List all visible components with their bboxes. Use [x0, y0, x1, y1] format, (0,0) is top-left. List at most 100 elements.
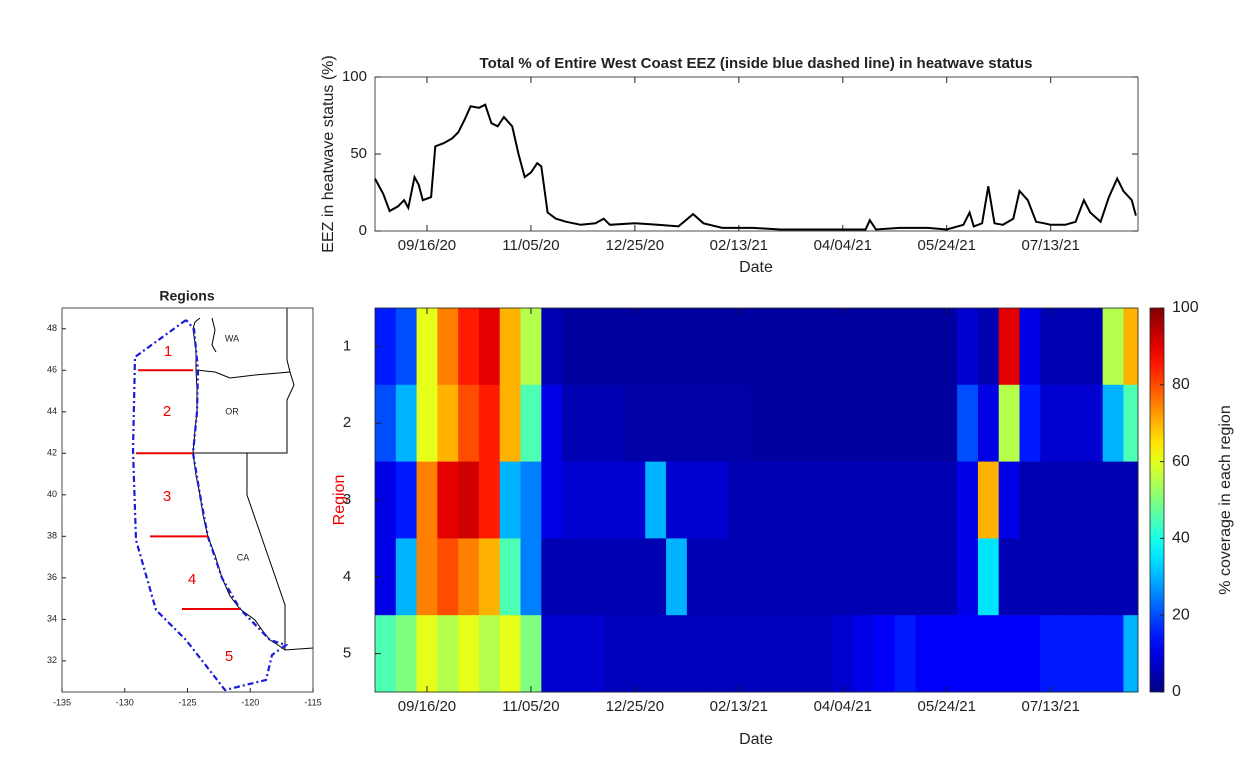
heatmap-cell — [582, 384, 605, 463]
heatmap-cell — [832, 308, 854, 386]
heatmap-cell — [790, 615, 813, 693]
axes-frame — [374, 76, 1139, 232]
x-tick-label: 09/16/20 — [398, 698, 456, 715]
heatmap-cell — [1123, 308, 1139, 386]
heatmap-cell — [894, 308, 917, 386]
x-tick-label: 07/13/21 — [1021, 237, 1079, 254]
heatmap-cell — [770, 384, 792, 463]
heatmap-cell — [666, 461, 688, 539]
heatmap-cell — [957, 461, 979, 539]
heatmap-cell — [478, 538, 501, 616]
y-tick-label: 42 — [47, 448, 57, 458]
heatmap-cell — [728, 461, 750, 539]
heatmap-cell — [437, 615, 459, 693]
x-tick-label: -135 — [53, 697, 71, 707]
heatmap-cell — [499, 615, 522, 693]
y-tick-label: 5 — [343, 645, 351, 662]
heatmap-cell — [811, 384, 833, 463]
heatmap-cell — [1081, 461, 1104, 539]
heatmap-cell — [624, 384, 646, 463]
ca-nv-border — [246, 453, 314, 651]
region-label: 1 — [164, 343, 172, 360]
x-tick-label: 11/05/20 — [502, 698, 559, 715]
heatmap-cell — [1123, 615, 1139, 693]
heatmap-cell — [811, 308, 833, 386]
heatmap-cell — [998, 615, 1020, 693]
heatmap-cell — [832, 461, 854, 539]
heatmap-cell — [811, 538, 833, 616]
x-tick-label: 02/13/21 — [710, 237, 768, 254]
heatmap-cell — [832, 615, 854, 693]
heatmap-cell — [1061, 308, 1083, 386]
heatmap-cell — [998, 384, 1020, 463]
heatmap-cell — [499, 461, 522, 539]
heatmap-cell — [1040, 461, 1062, 539]
heatmap-cell — [707, 615, 729, 693]
y-tick-label: 46 — [47, 365, 57, 375]
heatmap-cell — [375, 461, 397, 539]
heatmap-cell — [873, 384, 896, 463]
heatmap-cells — [375, 308, 1139, 693]
heatmap-cell — [499, 308, 522, 386]
heatmap-cell — [1123, 461, 1139, 539]
heatmap-cell — [603, 461, 625, 539]
x-tick-label: 09/16/20 — [398, 237, 456, 254]
heatmap-cell — [790, 461, 813, 539]
heatmap-cell — [894, 538, 917, 616]
heatmap-cell — [790, 384, 813, 463]
colorbar-label: % coverage in each region — [1217, 405, 1234, 594]
y-tick-label: 36 — [47, 572, 57, 582]
heatmap-cell — [707, 308, 729, 386]
heatmap-cell — [416, 461, 438, 539]
heatmap-cell — [1040, 615, 1062, 693]
y-tick-label: 32 — [47, 655, 57, 665]
heatmap-cell — [520, 615, 542, 693]
heatmap-x-label: Date — [739, 731, 773, 748]
heatmap-cell — [1040, 538, 1062, 616]
heatmap-cell — [603, 308, 625, 386]
heatmap-cell — [873, 538, 896, 616]
heatmap-cell — [499, 538, 522, 616]
heatmap-cell — [936, 538, 958, 616]
y-tick-label: 0 — [359, 222, 367, 239]
heatmap-cell — [458, 308, 480, 386]
state-label: OR — [225, 406, 239, 416]
y-tick-label: 48 — [47, 323, 57, 333]
x-tick-label: -120 — [241, 697, 259, 707]
heatmap-cell — [478, 308, 501, 386]
heatmap-cell — [395, 384, 418, 463]
heatmap-cell — [728, 615, 750, 693]
heatmap-cell — [998, 461, 1020, 539]
heatmap-cell — [520, 538, 542, 616]
heatmap-cell — [1019, 384, 1041, 463]
wa-border — [195, 308, 291, 379]
heatmap-cell — [541, 308, 563, 386]
heatmap-cell — [562, 308, 584, 386]
heatmap-cell — [541, 384, 563, 463]
heatmap-cell — [728, 384, 750, 463]
heatmap-cell — [624, 308, 646, 386]
state-label: CA — [237, 552, 250, 562]
heatmap-cell — [1061, 615, 1083, 693]
heatmap-cell — [957, 615, 979, 693]
heatmap-cell — [749, 615, 771, 693]
heatmap-cell — [873, 461, 896, 539]
heatmap-cell — [666, 384, 688, 463]
heatmap-cell — [832, 384, 854, 463]
heatmap-cell — [645, 538, 667, 616]
heatmap-cell — [853, 538, 875, 616]
heatmap-cell — [686, 615, 709, 693]
x-tick-label: 02/13/21 — [710, 698, 768, 715]
heatmap-cell — [1040, 308, 1062, 386]
region-label: 3 — [163, 488, 171, 505]
heatmap-cell — [416, 615, 438, 693]
heatmap-cell — [478, 461, 501, 539]
heatmap-cell — [686, 384, 709, 463]
heatmap-cell — [894, 384, 917, 463]
heatmap-cell — [686, 461, 709, 539]
heatmap-cell — [811, 461, 833, 539]
heatmap-cell — [770, 615, 792, 693]
heatmap-cell — [1061, 538, 1083, 616]
heatmap-cell — [666, 615, 688, 693]
heatmap-cell — [520, 461, 542, 539]
